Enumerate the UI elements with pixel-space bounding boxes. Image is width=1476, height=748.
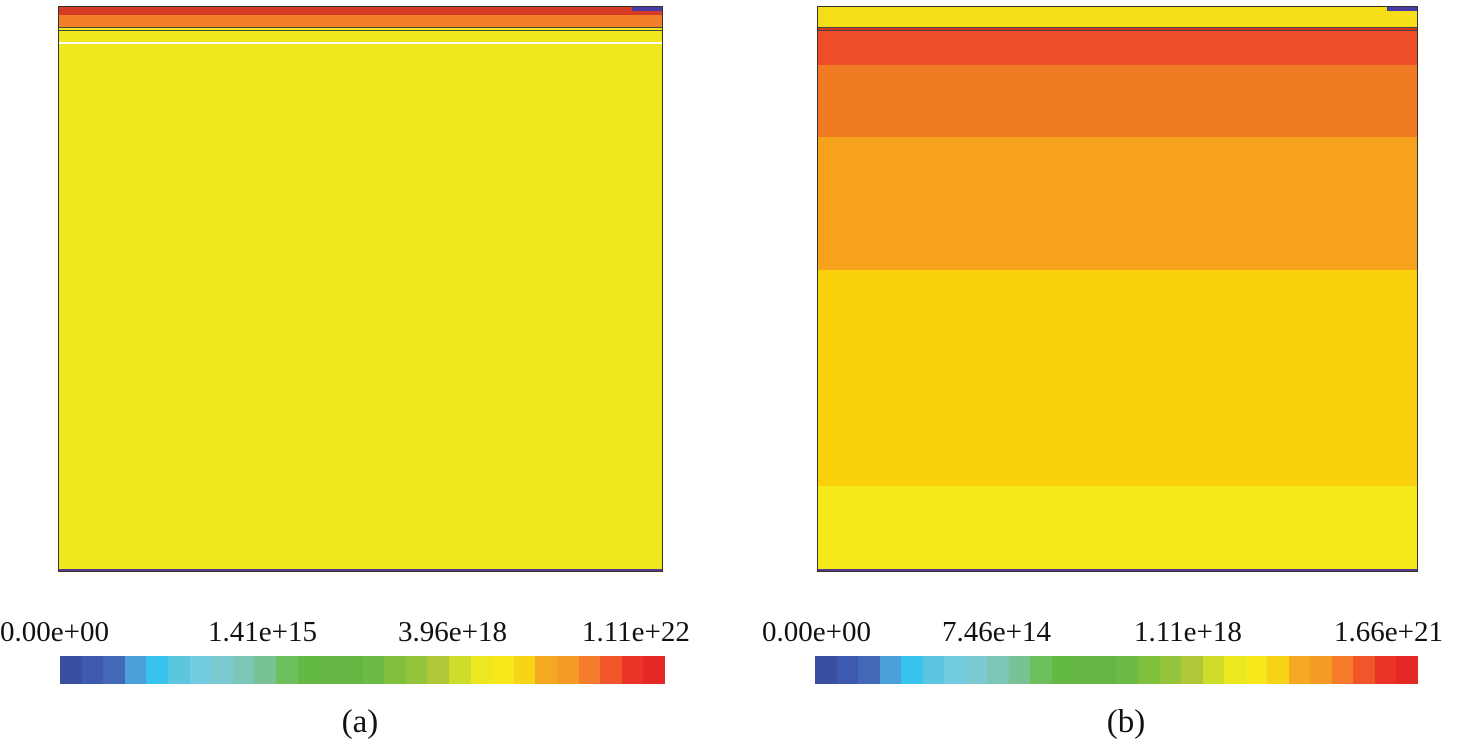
- layer-a-boundary-2: [59, 30, 662, 31]
- cbar-b-cell-0: [815, 656, 837, 684]
- cbar-a-cell-18: [448, 656, 471, 684]
- colorbar-b-tick-4: 1.66e+21: [1334, 616, 1443, 648]
- colorbar-b-tick-3: 1.11e+18: [1134, 616, 1242, 648]
- cbar-a-cell-14: [362, 656, 385, 684]
- cbar-a-cell-5: [168, 656, 190, 684]
- cbar-b-cell-15: [1137, 656, 1160, 684]
- cbar-b-cell-18: [1202, 656, 1225, 684]
- colorbar-a-tick-1: 0.00e+00: [0, 616, 109, 648]
- layer-b-boundary-1: [818, 27, 1417, 28]
- cbar-a-cell-17: [427, 656, 449, 684]
- cbar-b-cell-20: [1245, 656, 1268, 684]
- cbar-a-cell-2: [103, 656, 125, 684]
- layer-b-1: [818, 31, 1417, 65]
- colorbar-b-tick-1: 0.00e+00: [762, 616, 871, 648]
- panel-b: 0.00e+00 7.46e+14 1.11e+18 1.66e+21 (b): [758, 0, 1458, 748]
- cbar-a-cell-1: [81, 656, 104, 684]
- cbar-a-cell-20: [492, 656, 514, 684]
- cbar-b-cell-24: [1331, 656, 1354, 684]
- layer-a-bulk: [59, 27, 662, 571]
- cbar-b-cell-23: [1310, 656, 1332, 684]
- colorbar-a-tick-3: 3.96e+18: [398, 616, 507, 648]
- layer-b-boundary-2: [818, 30, 1417, 31]
- contour-plot-b: [817, 6, 1418, 572]
- cbar-b-cell-27: [1396, 656, 1418, 684]
- cbar-b-cell-11: [1051, 656, 1074, 684]
- cbar-b-cell-26: [1374, 656, 1397, 684]
- cbar-a-cell-3: [124, 656, 147, 684]
- colorbar-b: [815, 656, 1418, 684]
- layer-b-thin: [818, 28, 1417, 31]
- cbar-a-cell-11: [297, 656, 320, 684]
- cbar-b-cell-19: [1224, 656, 1246, 684]
- colorbar-a-tick-2: 1.41e+15: [208, 616, 317, 648]
- cbar-a-cell-22: [535, 656, 558, 684]
- cbar-a-cell-19: [470, 656, 493, 684]
- cbar-b-cell-6: [944, 656, 966, 684]
- cbar-b-cell-1: [836, 656, 859, 684]
- cbar-b-cell-7: [965, 656, 988, 684]
- cbar-a-cell-23: [557, 656, 579, 684]
- layer-a-boundary-1: [59, 27, 662, 28]
- layer-b-4: [818, 270, 1417, 486]
- colorbar-a: [60, 656, 666, 684]
- colorbar-b-tick-2: 7.46e+14: [942, 616, 1051, 648]
- cbar-a-cell-24: [578, 656, 601, 684]
- cbar-b-cell-14: [1116, 656, 1138, 684]
- layer-a-highlight: [59, 42, 662, 44]
- cbar-a-cell-21: [513, 656, 536, 684]
- electrode-b: [1387, 7, 1417, 11]
- cbar-a-cell-7: [211, 656, 233, 684]
- cbar-a-cell-16: [405, 656, 428, 684]
- cbar-b-cell-10: [1030, 656, 1052, 684]
- cbar-a-cell-27: [643, 656, 666, 684]
- cbar-a-cell-6: [189, 656, 212, 684]
- cbar-b-cell-13: [1094, 656, 1117, 684]
- panel-b-label: (b): [1106, 704, 1146, 740]
- panel-a: 0.00e+00 1.41e+15 3.96e+18 1.11e+22 (a): [0, 0, 700, 748]
- layer-b-5: [818, 486, 1417, 571]
- colorbar-a-tick-4: 1.11e+22: [582, 616, 690, 648]
- cbar-b-cell-2: [858, 656, 880, 684]
- cbar-b-cell-12: [1073, 656, 1095, 684]
- cbar-a-cell-9: [254, 656, 277, 684]
- cbar-a-cell-26: [621, 656, 644, 684]
- cbar-b-cell-17: [1181, 656, 1203, 684]
- cbar-a-cell-0: [60, 656, 82, 684]
- cbar-b-cell-9: [1008, 656, 1031, 684]
- bottom-edge-b: [818, 569, 1417, 571]
- panel-a-label: (a): [341, 704, 379, 740]
- cbar-b-cell-22: [1288, 656, 1311, 684]
- cbar-b-cell-3: [879, 656, 902, 684]
- bottom-edge-a: [59, 569, 662, 571]
- cbar-b-cell-8: [987, 656, 1009, 684]
- cbar-b-cell-16: [1159, 656, 1182, 684]
- layer-b-top: [818, 7, 1417, 28]
- cbar-a-cell-25: [600, 656, 622, 684]
- cbar-a-cell-8: [232, 656, 255, 684]
- cbar-b-cell-25: [1353, 656, 1375, 684]
- cbar-b-cell-21: [1267, 656, 1289, 684]
- layer-a-top: [59, 7, 662, 15]
- contour-plot-a: [58, 6, 663, 572]
- cbar-a-cell-13: [340, 656, 363, 684]
- layer-a-second: [59, 15, 662, 27]
- cbar-a-cell-10: [276, 656, 298, 684]
- layer-b-3: [818, 137, 1417, 270]
- cbar-a-cell-12: [319, 656, 341, 684]
- cbar-b-cell-4: [901, 656, 923, 684]
- cbar-b-cell-5: [922, 656, 945, 684]
- electrode-a: [632, 7, 662, 11]
- cbar-a-cell-15: [384, 656, 406, 684]
- cbar-a-cell-4: [146, 656, 169, 684]
- layer-b-2: [818, 65, 1417, 137]
